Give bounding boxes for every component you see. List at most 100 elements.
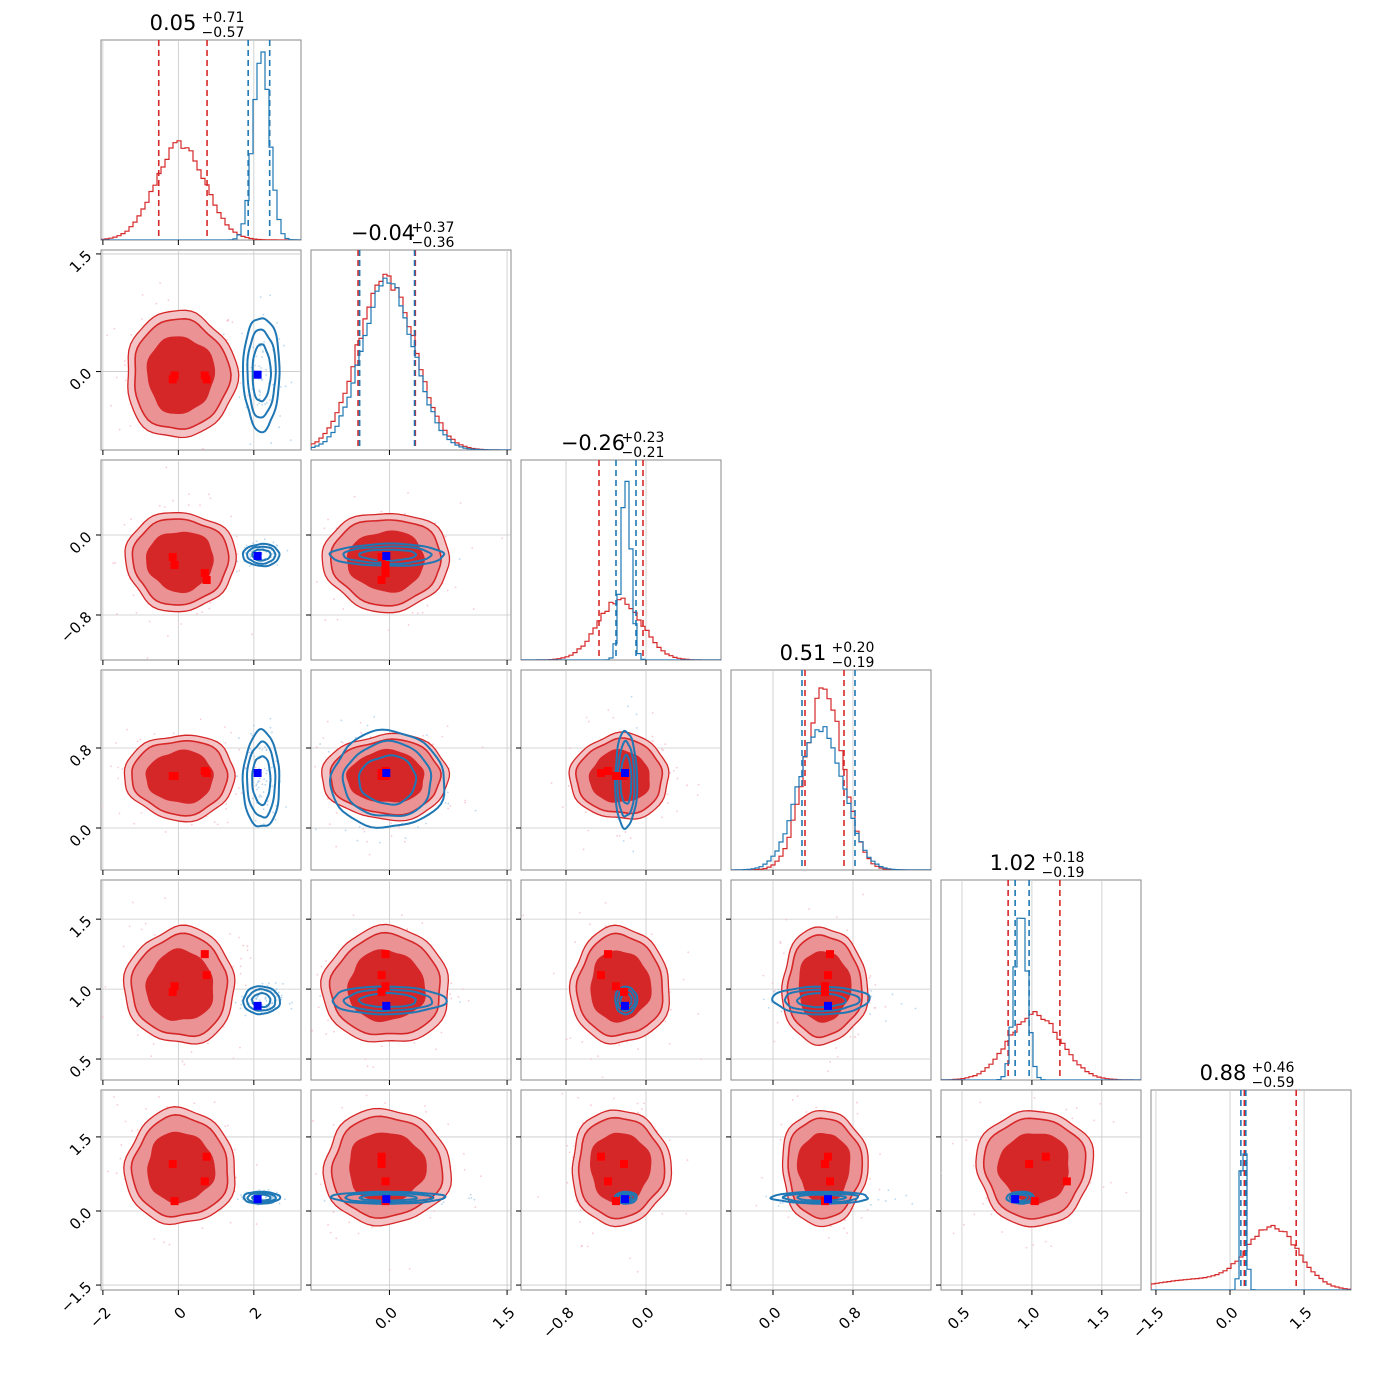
hist-panel-5: 0.88 +0.46−0.59 −1.5 0.0 1.5 <box>1129 1060 1352 1342</box>
red-sample-point <box>835 916 838 919</box>
blue-contour-level-1 <box>357 992 417 1008</box>
red-sample-point <box>365 1094 368 1097</box>
axes-frame <box>940 879 1142 1081</box>
blue-sample-point <box>446 791 449 794</box>
x-tick-label: −2 <box>86 1303 114 1331</box>
red-sample-point <box>122 945 125 948</box>
red-sample-point <box>312 1120 315 1122</box>
blue-sample-point <box>286 549 289 552</box>
blue-truth-marker <box>253 1001 262 1010</box>
red-sample-point <box>550 782 553 784</box>
red-sample-point <box>587 829 590 832</box>
red-sample-point <box>320 965 323 968</box>
red-sample-point <box>232 965 235 968</box>
blue-sample-point <box>271 1196 273 1199</box>
red-truth-marker <box>170 982 179 991</box>
red-sample-point <box>113 1096 115 1098</box>
plot-area <box>521 670 721 870</box>
red-sample-point <box>348 1221 351 1224</box>
plot-area <box>941 880 1141 1080</box>
red-sample-point <box>1033 1096 1036 1099</box>
red-sample-point <box>1001 1231 1004 1233</box>
blue-contour-level-1 <box>250 992 272 1009</box>
red-sample-point <box>188 493 190 496</box>
red-truth-marker <box>381 569 390 577</box>
x-tick-label: 2 <box>246 1303 265 1322</box>
red-sample-point <box>805 1111 808 1113</box>
y-tick-label: 1.5 <box>66 1130 96 1160</box>
blue-sample-point <box>473 1198 476 1201</box>
blue-sample-point <box>265 772 268 775</box>
blue-sample-point <box>222 333 225 336</box>
blue-sample-point <box>265 748 268 751</box>
red-sample-point <box>124 379 127 382</box>
red-sample-point <box>670 1008 672 1011</box>
red-truth-marker <box>377 576 386 584</box>
blue-contour-level-3 <box>1005 1190 1036 1205</box>
red-sample-point <box>140 928 143 931</box>
x-tick-label: 1.0 <box>1014 1303 1044 1333</box>
red-truth-marker <box>377 1152 386 1161</box>
red-sample-point <box>973 1213 976 1216</box>
blue-sample-point <box>264 997 267 1000</box>
red-truth-marker <box>170 561 179 569</box>
scatter-panel-4-1 <box>306 879 512 1085</box>
red-sample-point <box>125 728 128 731</box>
red-sample-point <box>650 933 653 936</box>
red-sample-point <box>158 504 161 507</box>
hist-panel-1: −0.04+0.37−0.36 <box>310 220 512 455</box>
red-sample-point <box>601 1076 604 1079</box>
red-sample-point <box>113 327 116 330</box>
blue-sample-point <box>291 1001 294 1004</box>
red-sample-point <box>447 807 450 810</box>
red-sample-point <box>335 1237 338 1240</box>
blue-contour-level-1 <box>796 1193 847 1202</box>
blue-sample-point <box>257 786 260 789</box>
panel-title-upper-error: +0.23 <box>622 430 665 446</box>
x-tick-label: 1.5 <box>489 1303 519 1333</box>
blue-sample-point <box>265 374 268 376</box>
blue-sample-point <box>258 767 261 770</box>
red-sample-point <box>464 799 467 802</box>
red-sample-point <box>181 1060 184 1063</box>
red-sample-point <box>225 807 227 810</box>
blue-sample-point <box>256 788 258 791</box>
blue-contour-level-3 <box>242 985 282 1016</box>
blue-sample-point <box>290 381 293 384</box>
red-sample-point <box>167 299 170 302</box>
red-sample-point <box>254 766 257 769</box>
red-sample-point <box>235 793 237 795</box>
red-sample-point <box>1112 1121 1115 1123</box>
blue-contour-level-3 <box>328 728 446 829</box>
red-contour-outer-line <box>568 924 670 1045</box>
y-tick-label: 1.0 <box>66 982 96 1012</box>
red-sample-point <box>239 1046 241 1049</box>
red-sample-point <box>230 515 233 518</box>
red-sample-point <box>884 1005 887 1008</box>
red-sample-point <box>660 748 663 750</box>
blue-sample-point <box>255 355 258 358</box>
red-sample-point <box>480 1175 482 1178</box>
red-sample-point <box>380 1045 383 1048</box>
panel-title-value: 1.02 <box>990 851 1037 875</box>
blue-truth-marker <box>621 1001 629 1010</box>
red-sample-point <box>413 1042 416 1044</box>
blue-sample-point <box>275 988 278 990</box>
red-truth-marker <box>1030 1197 1039 1206</box>
red-sample-point <box>325 1033 328 1035</box>
red-sample-point <box>651 711 654 714</box>
red-sample-point <box>471 547 474 550</box>
axes-frame <box>1150 1089 1352 1291</box>
red-sample-point <box>662 749 664 752</box>
red-sample-point <box>660 816 663 819</box>
blue-sample-point <box>253 724 255 727</box>
red-sample-point <box>1093 1119 1096 1122</box>
blue-sample-point <box>271 552 273 555</box>
red-sample-point <box>447 1123 450 1126</box>
red-sample-point <box>315 1173 317 1175</box>
blue-sample-point <box>282 982 284 985</box>
red-truth-marker <box>200 767 209 775</box>
blue-sample-point <box>284 1198 286 1201</box>
red-sample-point <box>856 1101 858 1104</box>
blue-sample-point <box>440 1203 443 1206</box>
